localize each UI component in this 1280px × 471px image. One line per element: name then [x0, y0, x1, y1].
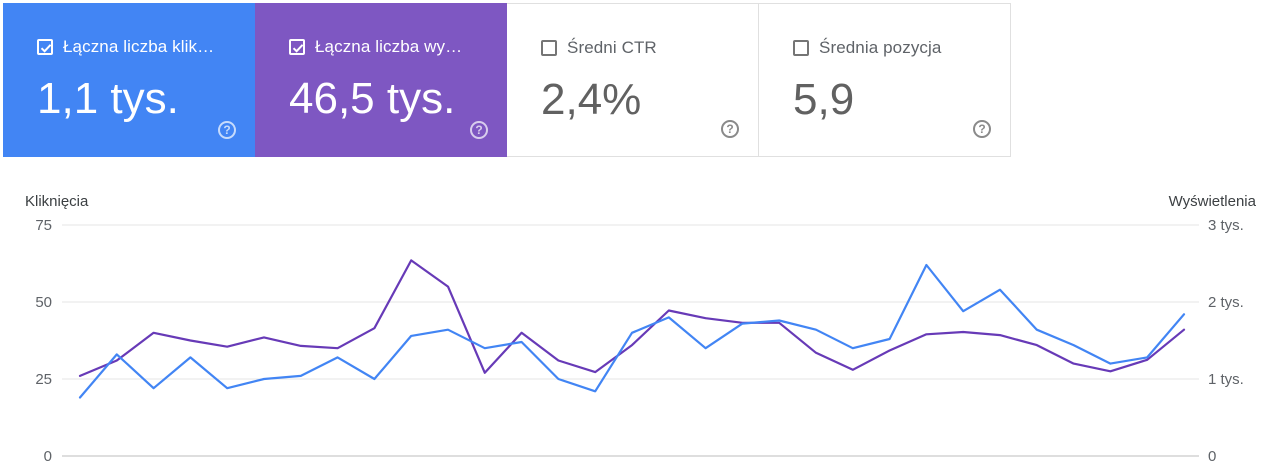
check-icon	[292, 44, 304, 53]
help-icon[interactable]: ?	[721, 120, 739, 138]
metric-cards: Łączna liczba klik… 1,1 tys. ? Łączna li…	[3, 3, 1011, 157]
average-ctr-header: Średni CTR	[541, 38, 657, 58]
total-clicks-label: Łączna liczba klik…	[63, 37, 215, 56]
performance-chart: 0 0 25 1 tys. 50 2 tys. 75 3 tys.	[35, 217, 1244, 465]
right-axis-title: Wyświetlenia	[1168, 193, 1256, 210]
right-tick-label: 2 tys.	[1208, 294, 1244, 311]
left-tick-label: 50	[35, 294, 52, 311]
check-icon	[40, 44, 52, 53]
total-impressions-value: 46,5 tys.	[289, 74, 456, 123]
total-clicks-card[interactable]: Łączna liczba klik… 1,1 tys. ?	[3, 3, 255, 157]
help-icon[interactable]: ?	[470, 121, 488, 139]
help-icon[interactable]: ?	[973, 120, 991, 138]
total-impressions-header: Łączna liczba wy…	[289, 37, 462, 57]
total-impressions-label: Łączna liczba wy…	[315, 37, 463, 56]
total-impressions-card[interactable]: Łączna liczba wy… 46,5 tys. ?	[255, 3, 507, 157]
average-position-header: Średnia pozycja	[793, 38, 941, 58]
help-icon[interactable]: ?	[218, 121, 236, 139]
average-ctr-card[interactable]: Średni CTR 2,4% ?	[507, 3, 759, 157]
total-clicks-checkbox[interactable]	[37, 39, 53, 55]
average-ctr-value: 2,4%	[541, 75, 642, 124]
average-position-card[interactable]: Średnia pozycja 5,9 ?	[759, 3, 1011, 157]
right-tick-label: 3 tys.	[1208, 217, 1244, 234]
total-impressions-checkbox[interactable]	[289, 39, 305, 55]
total-clicks-header: Łączna liczba klik…	[37, 37, 214, 57]
left-tick-label: 75	[35, 217, 52, 234]
average-position-value: 5,9	[793, 75, 855, 124]
clicks-series-line	[78, 263, 1186, 399]
average-ctr-label: Średni CTR	[567, 38, 657, 57]
left-axis-title: Kliknięcia	[25, 193, 89, 210]
total-clicks-value: 1,1 tys.	[37, 74, 179, 123]
left-tick-label: 0	[44, 448, 52, 465]
right-tick-label: 0	[1208, 448, 1216, 465]
right-tick-label: 1 tys.	[1208, 371, 1244, 388]
impressions-series-line	[78, 259, 1186, 377]
average-position-checkbox[interactable]	[793, 40, 809, 56]
average-ctr-checkbox[interactable]	[541, 40, 557, 56]
average-position-label: Średnia pozycja	[819, 38, 942, 57]
left-tick-label: 25	[35, 371, 52, 388]
